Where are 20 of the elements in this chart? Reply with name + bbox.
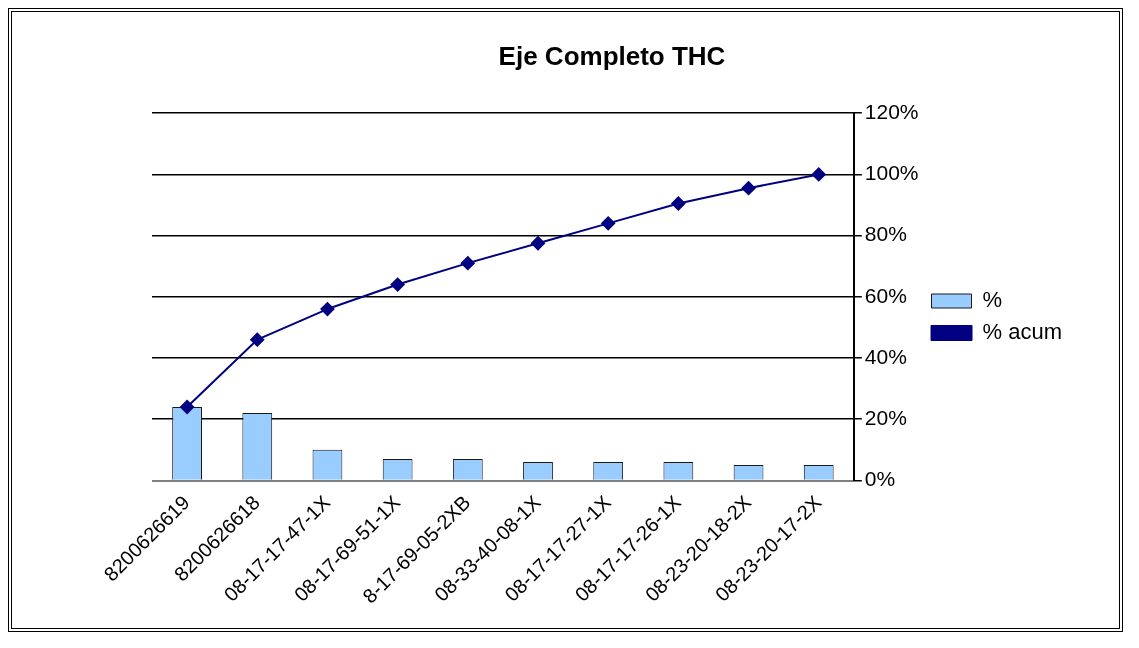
- point: [531, 236, 545, 251]
- point: [741, 181, 756, 196]
- point: [671, 196, 686, 211]
- point: [250, 332, 265, 347]
- point: [180, 399, 195, 414]
- y-tick-label: 0%: [864, 467, 896, 491]
- y-tick-label: 80%: [864, 222, 907, 246]
- y-tick-label: 120%: [864, 100, 919, 123]
- point: [811, 167, 826, 182]
- point: [320, 302, 335, 317]
- legend-label: % acum: [982, 319, 1063, 345]
- y-tick-label: 20%: [864, 406, 907, 429]
- y-tick-label: 100%: [864, 161, 919, 185]
- y-tick-label: 40%: [864, 344, 907, 368]
- legend-label: %: [982, 287, 1003, 313]
- point: [601, 216, 616, 231]
- y-tick-label: 60%: [864, 283, 907, 307]
- chart-title: Eje Completo THC: [498, 40, 726, 71]
- point: [390, 277, 405, 292]
- point: [460, 256, 475, 271]
